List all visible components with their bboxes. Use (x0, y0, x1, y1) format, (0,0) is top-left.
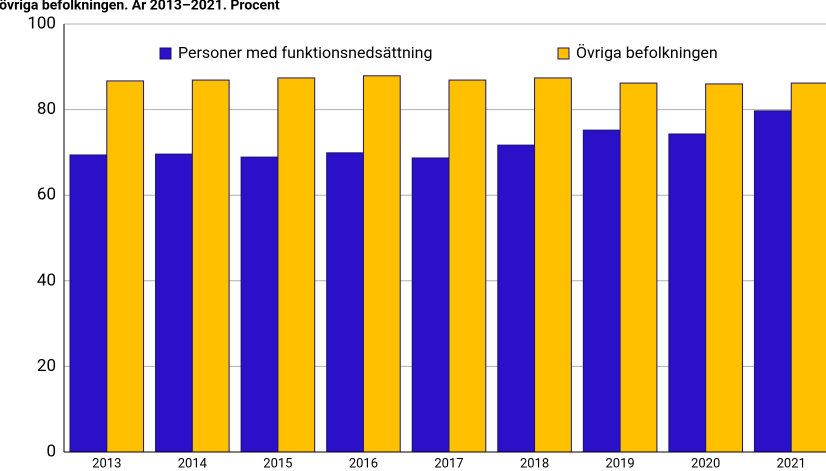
legend-swatch (159, 47, 172, 60)
bar (668, 133, 707, 453)
x-tick-label: 2019 (605, 456, 634, 471)
y-tick-label: 60 (37, 185, 56, 205)
legend-label: Personer med funktionsnedsättning (178, 43, 433, 62)
bar (411, 157, 450, 453)
x-tick-label: 2020 (691, 456, 720, 471)
legend-swatch (557, 47, 570, 60)
x-tick-label: 2017 (434, 456, 463, 471)
bar (582, 129, 621, 453)
y-tick-label: 20 (37, 356, 56, 376)
bar (753, 110, 792, 453)
bar (277, 77, 316, 453)
bar (191, 79, 230, 453)
bar (155, 153, 193, 453)
y-tick-label: 80 (37, 99, 56, 119)
bar (619, 82, 658, 453)
x-tick-label: 2015 (263, 456, 292, 471)
bar (362, 75, 401, 453)
bar (705, 83, 743, 453)
bar (790, 82, 826, 453)
bar (326, 152, 364, 453)
x-tick-label: 2014 (178, 456, 208, 471)
bar (240, 156, 279, 453)
y-tick-label: 100 (27, 13, 56, 33)
x-tick-label: 2018 (520, 456, 549, 471)
x-tick-label: 2021 (777, 456, 806, 471)
bar (106, 80, 145, 453)
y-tick-label: 40 (37, 270, 56, 290)
bar (69, 154, 108, 453)
y-tick-label: 0 (46, 441, 56, 461)
legend-label: Övriga befolkningen (576, 43, 718, 62)
chart-title: i övriga befolkningen. År 2013–2021. Pro… (0, 0, 280, 14)
bar (534, 77, 572, 453)
bar (497, 144, 536, 453)
x-tick-label: 2016 (349, 456, 378, 471)
bar (448, 79, 487, 453)
x-tick-label: 2013 (92, 456, 121, 471)
